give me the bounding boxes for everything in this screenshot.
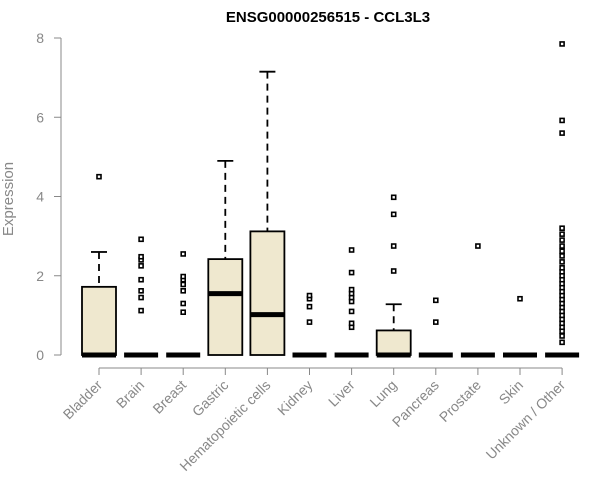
box-group bbox=[249, 70, 286, 356]
outlier-point bbox=[559, 237, 565, 243]
box-group bbox=[124, 236, 159, 358]
box-group bbox=[166, 251, 201, 358]
outlier-point bbox=[138, 276, 144, 283]
outlier-point bbox=[475, 243, 481, 249]
box-group bbox=[292, 292, 327, 358]
outlier-point bbox=[559, 225, 565, 231]
y-tick-label: 0 bbox=[36, 347, 44, 363]
outlier-point bbox=[180, 281, 186, 288]
outlier-point bbox=[306, 303, 313, 310]
outlier-point bbox=[517, 295, 523, 302]
box-group bbox=[81, 173, 117, 358]
x-tick-label: Pancreas bbox=[389, 377, 442, 430]
outlier-point bbox=[559, 265, 565, 271]
box-group bbox=[334, 247, 369, 358]
outlier-point bbox=[138, 307, 144, 314]
y-axis: 0 2 4 6 8 bbox=[36, 30, 62, 363]
plot-area bbox=[81, 41, 580, 358]
box-group bbox=[375, 194, 412, 358]
outlier-point bbox=[559, 259, 565, 265]
outlier-point bbox=[559, 117, 565, 124]
outlier-point bbox=[348, 247, 355, 253]
x-tick-label: Kidney bbox=[274, 377, 316, 419]
outlier-point bbox=[390, 211, 397, 218]
outlier-point bbox=[390, 268, 397, 274]
box-group bbox=[545, 41, 580, 358]
outlier-point bbox=[390, 194, 397, 201]
x-tick-label: Skin bbox=[496, 377, 527, 408]
box-group bbox=[207, 159, 244, 356]
outlier-point bbox=[348, 320, 355, 327]
box-group bbox=[418, 297, 453, 358]
outlier-point bbox=[138, 294, 144, 301]
box-rect bbox=[375, 329, 412, 356]
outlier-point bbox=[559, 253, 565, 259]
chart-title: ENSG00000256515 - CCL3L3 bbox=[226, 9, 430, 26]
y-tick-label: 8 bbox=[36, 30, 44, 46]
box-rect bbox=[249, 230, 286, 356]
x-tick-label: Unknown / Other bbox=[483, 377, 569, 463]
box-group bbox=[503, 295, 537, 358]
outlier-point bbox=[559, 243, 565, 249]
outlier-point bbox=[559, 339, 565, 346]
box-group bbox=[460, 243, 495, 358]
outlier-point bbox=[138, 253, 144, 260]
outlier-point bbox=[306, 292, 313, 299]
outlier-point bbox=[180, 309, 186, 316]
outlier-point bbox=[432, 297, 439, 304]
x-tick-label: Prostate bbox=[436, 377, 484, 425]
outlier-point bbox=[180, 300, 186, 307]
outlier-point bbox=[96, 173, 102, 180]
x-tick-label: Brain bbox=[113, 377, 147, 411]
y-tick-label: 4 bbox=[36, 189, 44, 205]
outlier-point bbox=[138, 263, 144, 269]
outlier-point bbox=[348, 269, 355, 276]
x-tick-label: Breast bbox=[149, 377, 189, 417]
outlier-point bbox=[559, 248, 565, 254]
y-tick-label: 6 bbox=[36, 109, 44, 125]
outlier-point bbox=[559, 130, 565, 136]
outlier-point bbox=[348, 308, 355, 315]
outlier-point bbox=[559, 333, 565, 339]
box-rect bbox=[207, 258, 244, 356]
x-tick-label: Bladder bbox=[60, 377, 106, 423]
x-tick-label: Liver bbox=[325, 377, 358, 410]
outlier-point bbox=[138, 288, 144, 294]
outlier-point bbox=[180, 251, 186, 257]
y-axis-label: Expression bbox=[0, 162, 17, 236]
outlier-point bbox=[432, 319, 439, 325]
outlier-point bbox=[180, 288, 186, 294]
outlier-point bbox=[138, 236, 144, 243]
x-tick-label: Lung bbox=[366, 377, 399, 410]
y-tick-label: 2 bbox=[36, 268, 44, 284]
outlier-point bbox=[180, 273, 186, 280]
box-rect bbox=[81, 285, 117, 356]
outlier-point bbox=[559, 231, 565, 237]
outlier-point bbox=[559, 41, 565, 47]
outlier-point bbox=[348, 286, 355, 293]
outlier-point bbox=[306, 319, 313, 325]
outlier-point bbox=[390, 243, 397, 249]
